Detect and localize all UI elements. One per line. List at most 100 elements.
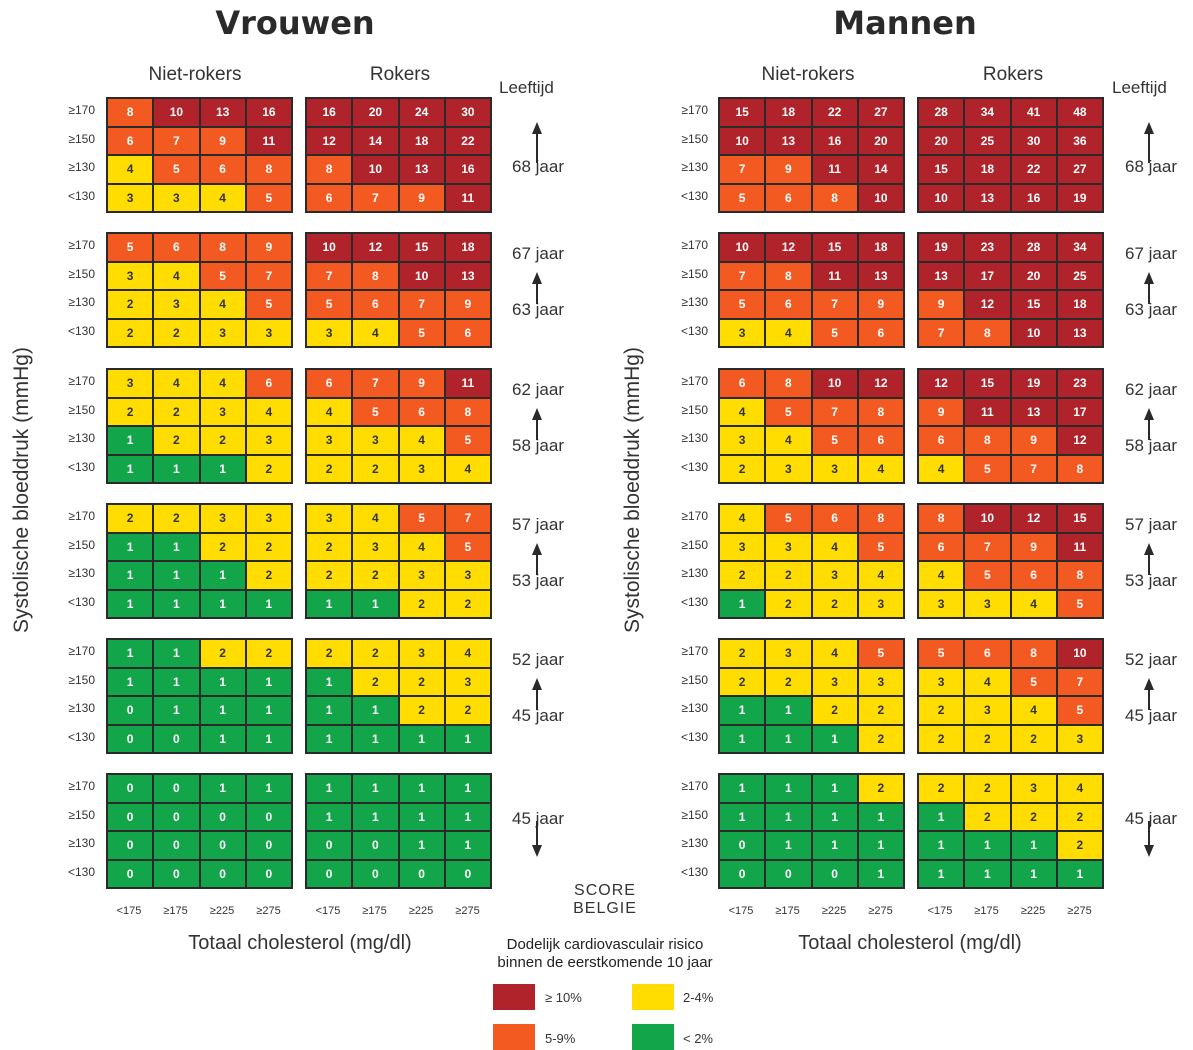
risk-cell: 5 (919, 640, 964, 667)
risk-cell: 19 (1011, 370, 1056, 397)
risk-cell: 2 (766, 562, 811, 589)
legend-label: 2-4% (683, 990, 714, 1005)
women-title: Vrouwen (215, 4, 375, 42)
women-row-label: ≥150 (68, 807, 95, 822)
risk-cell: 1 (307, 590, 352, 617)
men-x-tick-label: ≥175 (974, 905, 999, 917)
risk-cell: 13 (445, 262, 490, 289)
risk-cell: 11 (445, 370, 490, 397)
risk-cell: 9 (919, 291, 964, 318)
risk-cell: 8 (1057, 455, 1102, 482)
risk-cell: 2 (965, 775, 1010, 802)
women-row-label: ≥130 (68, 160, 95, 174)
women-x-tick-label: ≥175 (163, 905, 188, 917)
age-label-bottom: 63 jaar (512, 300, 564, 319)
risk-cell: 4 (200, 291, 245, 318)
risk-cell: 12 (766, 234, 811, 261)
risk-cell: 2 (108, 319, 153, 346)
risk-cell: 25 (1057, 262, 1102, 289)
risk-cell: 2 (246, 533, 291, 560)
risk-cell: 7 (154, 127, 199, 154)
risk-cell: 3 (965, 697, 1010, 724)
women-smokers-grid: 6 7 9 11 4 5 6 8 3 3 4 5 2 2 3 4 (305, 368, 492, 484)
risk-cell: 2 (307, 455, 352, 482)
risk-cell: 1 (720, 697, 765, 724)
risk-cell: 2 (720, 668, 765, 695)
women-x-tick-label: ≥225 (408, 905, 434, 917)
risk-cell: 0 (246, 803, 291, 830)
age-arrow-line (536, 553, 538, 575)
risk-cell: 13 (1011, 398, 1056, 425)
risk-cell: 3 (307, 319, 352, 346)
legend-swatch (493, 984, 535, 1010)
risk-cell: 16 (1011, 184, 1056, 211)
risk-cell: 3 (307, 427, 352, 454)
risk-cell: 0 (307, 860, 352, 887)
age-label-bottom: 68 jaar (1125, 157, 1177, 176)
risk-cell: 1 (154, 562, 199, 589)
risk-cell: 6 (200, 156, 245, 183)
risk-cell: 1 (307, 697, 352, 724)
risk-cell: 3 (108, 370, 153, 397)
risk-cell: 1 (445, 832, 490, 859)
risk-cell: 3 (200, 319, 245, 346)
women-smokers-grid: 16 20 24 30 12 14 18 22 8 10 13 16 6 7 9 11 (305, 97, 492, 213)
risk-cell: 7 (1057, 668, 1102, 695)
risk-cell: 16 (812, 127, 857, 154)
risk-cell: 2 (108, 291, 153, 318)
risk-cell: 2 (353, 668, 398, 695)
risk-cell: 2 (766, 668, 811, 695)
risk-cell: 11 (445, 184, 490, 211)
risk-cell: 12 (965, 291, 1010, 318)
risk-cell: 1 (353, 697, 398, 724)
arrow-down-icon (532, 845, 542, 857)
risk-cell: 1 (353, 803, 398, 830)
risk-cell: 5 (766, 398, 811, 425)
risk-cell: 8 (858, 505, 903, 532)
risk-cell: 15 (720, 99, 765, 126)
risk-cell: 3 (812, 455, 857, 482)
risk-cell: 7 (399, 291, 444, 318)
risk-cell: 10 (307, 234, 352, 261)
risk-cell: 3 (720, 533, 765, 560)
age-arrow-line (1148, 688, 1150, 710)
risk-cell: 3 (919, 590, 964, 617)
women-non-smokers-header: Niet-rokers (148, 64, 242, 85)
risk-cell: 24 (399, 99, 444, 126)
age-label-bottom: 58 jaar (1125, 436, 1177, 455)
risk-cell: 0 (246, 832, 291, 859)
risk-cell: 11 (812, 262, 857, 289)
risk-cell: 8 (1011, 640, 1056, 667)
score-belgie-logo: SCORE BELGIE (560, 882, 650, 918)
risk-cell: 5 (766, 505, 811, 532)
risk-cell: 1 (200, 775, 245, 802)
risk-cell: 20 (1011, 262, 1056, 289)
arrow-up-icon (532, 678, 542, 690)
risk-cell: 27 (1057, 156, 1102, 183)
men-non-smokers-grid: 6 8 10 12 4 5 7 8 3 4 5 6 2 3 3 4 (718, 368, 905, 484)
risk-cell: 10 (1057, 640, 1102, 667)
men-row-label: ≥130 (681, 295, 708, 309)
women-row-label: ≥150 (68, 537, 95, 552)
legend-swatch (632, 984, 674, 1010)
risk-cell: 2 (399, 590, 444, 617)
risk-cell: 1 (812, 775, 857, 802)
risk-cell: 6 (720, 370, 765, 397)
risk-cell: 6 (353, 291, 398, 318)
risk-cell: 2 (766, 590, 811, 617)
risk-cell: 13 (399, 156, 444, 183)
men-row-label: ≥170 (681, 374, 708, 388)
risk-cell: 11 (965, 398, 1010, 425)
men-age-header: Leeftijd (1112, 78, 1167, 97)
risk-cell: 2 (353, 640, 398, 667)
men-row-label: ≥170 (681, 103, 708, 117)
risk-cell: 3 (1011, 775, 1056, 802)
risk-cell: 1 (919, 803, 964, 830)
risk-cell: 0 (154, 832, 199, 859)
risk-cell: 2 (919, 725, 964, 752)
